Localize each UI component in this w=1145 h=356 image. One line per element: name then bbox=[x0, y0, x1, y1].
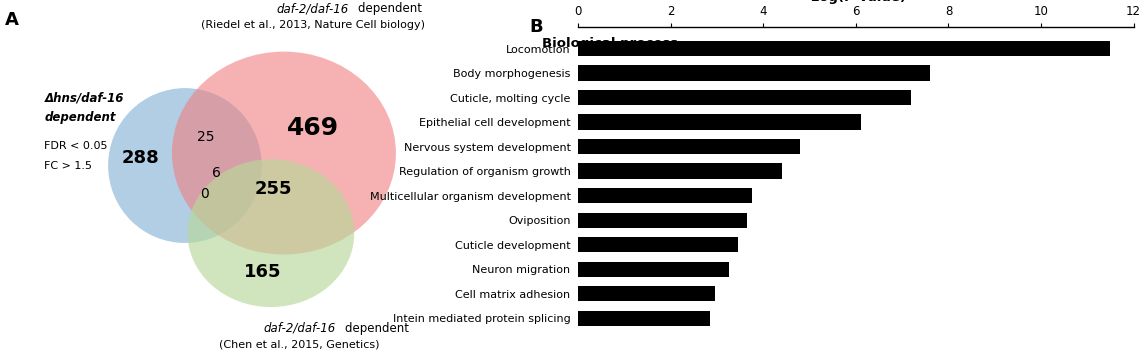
Text: FC > 1.5: FC > 1.5 bbox=[45, 161, 93, 171]
Text: B: B bbox=[529, 18, 543, 36]
Bar bbox=[578, 41, 1111, 56]
Ellipse shape bbox=[108, 88, 262, 243]
Bar bbox=[578, 286, 714, 301]
Text: daf-2/daf-16: daf-2/daf-16 bbox=[276, 2, 349, 15]
Bar bbox=[578, 163, 782, 179]
Bar bbox=[578, 213, 748, 228]
Text: daf-2/daf-16: daf-2/daf-16 bbox=[263, 322, 335, 335]
Text: Δhns/daf-16: Δhns/daf-16 bbox=[45, 91, 124, 104]
Text: FDR < 0.05: FDR < 0.05 bbox=[45, 141, 108, 151]
Text: (Riedel et al., 2013, Nature Cell biology): (Riedel et al., 2013, Nature Cell biolog… bbox=[200, 20, 425, 30]
Ellipse shape bbox=[172, 52, 396, 255]
Text: 6: 6 bbox=[212, 166, 221, 180]
Bar bbox=[578, 66, 930, 81]
Ellipse shape bbox=[188, 159, 354, 307]
Bar bbox=[578, 115, 861, 130]
Text: dependent: dependent bbox=[313, 2, 421, 15]
Bar bbox=[578, 90, 911, 105]
Text: 288: 288 bbox=[121, 150, 159, 167]
Text: 25: 25 bbox=[197, 130, 214, 144]
Text: 165: 165 bbox=[244, 263, 282, 281]
Text: A: A bbox=[6, 11, 19, 29]
Bar bbox=[578, 139, 800, 154]
Text: (Chen et al., 2015, Genetics): (Chen et al., 2015, Genetics) bbox=[220, 339, 380, 349]
Bar bbox=[578, 237, 737, 252]
Text: Biological process: Biological process bbox=[542, 37, 678, 51]
Bar bbox=[578, 262, 728, 277]
Text: dependent: dependent bbox=[45, 111, 116, 124]
X-axis label: -Log(P-value): -Log(P-value) bbox=[805, 0, 907, 4]
Text: dependent: dependent bbox=[300, 322, 409, 335]
Bar bbox=[578, 310, 710, 326]
Text: 469: 469 bbox=[286, 116, 339, 140]
Bar bbox=[578, 188, 752, 203]
Text: 255: 255 bbox=[254, 180, 292, 198]
Text: 0: 0 bbox=[200, 187, 210, 201]
